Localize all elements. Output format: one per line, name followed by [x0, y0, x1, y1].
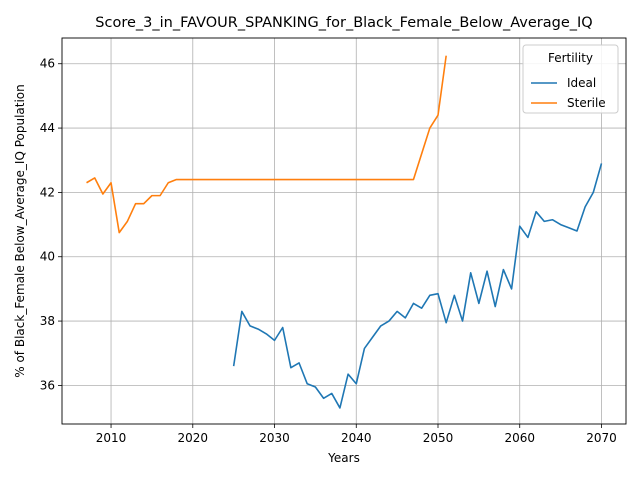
x-axis-label: Years	[327, 451, 360, 465]
legend: Fertility Ideal Sterile	[522, 44, 619, 114]
y-tick-label: 44	[40, 121, 55, 135]
y-tick-label: 36	[40, 378, 55, 392]
x-tick-label: 2070	[586, 431, 617, 445]
grid-lines	[62, 38, 626, 424]
series-line-ideal	[232, 163, 603, 409]
y-tick-label: 42	[40, 185, 55, 199]
legend-box	[522, 44, 619, 114]
y-axis: 36 38 40 42 44 46	[40, 57, 62, 392]
x-tick-label: 2040	[341, 431, 372, 445]
chart-title: Score_3_in_FAVOUR_SPANKING_for_Black_Fem…	[95, 15, 592, 31]
legend-label-ideal: Ideal	[567, 76, 596, 90]
x-axis: 2010 2020 2030 2040 2050 2060 2070	[96, 424, 617, 445]
x-tick-label: 2020	[178, 431, 209, 445]
plot-frame	[61, 37, 627, 425]
series-layer	[86, 55, 603, 409]
x-tick-label: 2010	[96, 431, 127, 445]
x-tick-label: 2030	[259, 431, 290, 445]
legend-title: Fertility	[548, 51, 593, 65]
y-tick-label: 46	[40, 57, 55, 71]
y-tick-label: 40	[40, 250, 55, 264]
series-line-sterile	[86, 55, 447, 234]
legend-label-sterile: Sterile	[567, 96, 606, 110]
y-tick-label: 38	[40, 314, 55, 328]
x-tick-label: 2050	[423, 431, 454, 445]
x-tick-label: 2060	[504, 431, 535, 445]
y-axis-label: % of Black_Female Below_Average_IQ Popul…	[13, 84, 27, 378]
